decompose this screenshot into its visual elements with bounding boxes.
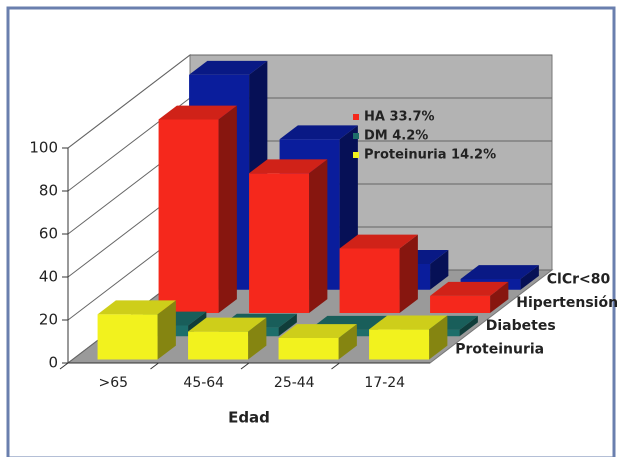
bar-side [309,159,328,314]
x-tick-label: 45-64 [183,375,224,391]
legend-swatch [353,114,359,120]
bar-front [158,119,219,314]
y-tick-label: 60 [39,225,58,243]
bars [97,60,539,360]
bar-side [520,265,539,290]
bar [188,317,267,360]
bar-front [430,295,491,314]
bar-front [369,329,430,360]
depth-label: Proteinuria [455,341,544,357]
bar-side [278,313,297,337]
y-tick-label: 100 [29,139,58,157]
x-tick-label: >65 [98,375,128,391]
y-tick-label: 80 [39,182,58,200]
bar-side [399,234,418,314]
bar-top [369,315,448,330]
y-tick-label: 40 [39,268,58,286]
bar-top [249,159,328,174]
bar [278,324,357,360]
bar [430,281,509,314]
bar-front [188,331,249,360]
bar-side [218,105,237,314]
x-tick [240,362,250,370]
bar [339,234,418,314]
bar [97,300,176,360]
x-tick [331,362,340,370]
bar [158,105,237,314]
legend-label: HA 33.7% [364,110,435,125]
bar-side [459,315,478,337]
bar-top [339,234,418,249]
legend-swatch [353,133,359,139]
bar-top [158,105,237,120]
depth-label: ClCr<80 [547,272,611,288]
legend-label: DM 4.2% [364,129,428,144]
bar-side [338,324,357,360]
legend-swatch [353,152,359,158]
depth-label: Diabetes [486,318,556,334]
bar-side [490,281,509,314]
bar-front [339,248,400,314]
bar-top [460,265,539,280]
bar-top [189,60,268,75]
grid-line [67,54,552,149]
bar [249,159,328,314]
y-tick-label: 0 [48,354,58,372]
bar-side [248,317,267,360]
depth-label: Hipertensión [516,295,618,311]
x-tick [59,362,69,370]
bar [369,315,448,360]
x-axis-label: Edad [228,409,270,427]
bar-top [97,300,176,315]
bar-side [157,300,176,360]
bar-top [278,324,357,339]
bar-front [278,338,339,360]
bar-side [429,315,448,360]
bar-top [279,125,358,140]
legend-label: Proteinuria 14.2% [364,148,496,163]
x-tick [150,362,159,370]
bar-front [97,314,158,360]
frame [6,6,616,457]
bar-front [249,173,310,314]
y-tick-label: 20 [39,311,58,329]
bar-top [188,317,267,332]
x-tick-label: 17-24 [364,375,405,391]
bar-top [430,281,509,296]
bar-side [430,250,449,290]
x-tick-label: 25-44 [274,375,315,391]
